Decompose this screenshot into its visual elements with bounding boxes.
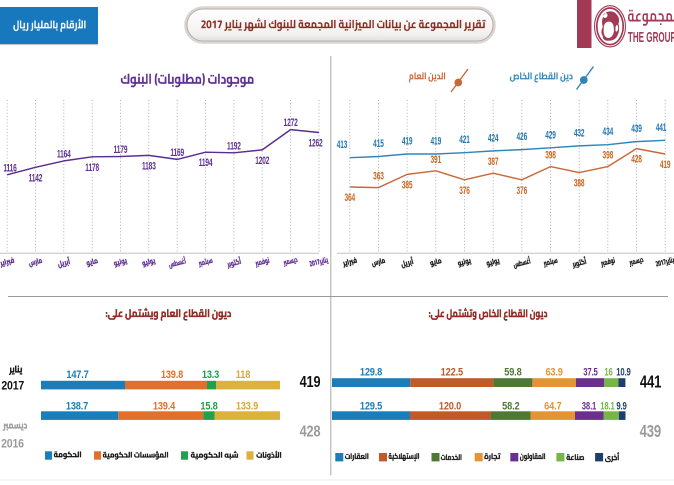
svg-text:1262: 1262	[308, 137, 322, 149]
svg-text:122.5: 122.5	[441, 367, 464, 379]
svg-text:133.9: 133.9	[236, 401, 259, 413]
svg-text:387: 387	[488, 156, 499, 168]
svg-text:2016: 2016	[1, 438, 24, 451]
svg-text:426: 426	[517, 131, 528, 143]
svg-text:439: 439	[631, 122, 642, 134]
svg-text:129.5: 129.5	[360, 401, 383, 413]
svg-text:THE GROUP: THE GROUP	[628, 29, 674, 46]
svg-text:441: 441	[640, 373, 662, 392]
svg-text:147.7: 147.7	[66, 369, 89, 381]
svg-text:428: 428	[300, 423, 321, 440]
svg-text:38.1: 38.1	[582, 400, 597, 413]
svg-text:139.8: 139.8	[161, 369, 184, 381]
svg-text:1169: 1169	[170, 146, 184, 158]
svg-text:421: 421	[459, 134, 470, 146]
svg-text:439: 439	[640, 422, 662, 441]
svg-text:1192: 1192	[227, 140, 241, 152]
svg-text:363: 363	[373, 170, 384, 182]
svg-text:16: 16	[604, 366, 612, 379]
svg-text:424: 424	[488, 132, 499, 144]
svg-text:129.8: 129.8	[360, 367, 383, 379]
svg-text:1178: 1178	[85, 161, 99, 173]
svg-text:2017: 2017	[1, 380, 24, 393]
svg-text:432: 432	[574, 127, 585, 139]
svg-text:1194: 1194	[199, 157, 213, 169]
svg-text:13.3: 13.3	[202, 369, 220, 381]
svg-text:434: 434	[603, 126, 614, 138]
svg-text:364: 364	[345, 191, 356, 203]
svg-text:120.0: 120.0	[439, 401, 462, 413]
svg-text:419: 419	[300, 374, 321, 391]
svg-text:15.8: 15.8	[200, 401, 218, 413]
svg-text:18.1: 18.1	[600, 400, 615, 413]
svg-text:429: 429	[545, 129, 556, 141]
svg-text:10.9: 10.9	[616, 366, 630, 379]
svg-text:1116: 1116	[3, 162, 17, 174]
svg-text:1142: 1142	[29, 172, 43, 184]
svg-text:428: 428	[631, 153, 642, 165]
svg-text:385: 385	[402, 179, 413, 191]
svg-text:1183: 1183	[142, 160, 156, 172]
svg-text:419: 419	[431, 135, 442, 147]
svg-text:376: 376	[517, 184, 528, 196]
svg-text:1179: 1179	[114, 143, 128, 155]
svg-text:441: 441	[656, 121, 667, 133]
svg-text:118: 118	[236, 369, 251, 381]
svg-text:139.4: 139.4	[153, 401, 176, 413]
svg-text:388: 388	[574, 177, 585, 189]
svg-text:37.5: 37.5	[583, 366, 598, 379]
svg-text:63.9: 63.9	[545, 367, 563, 379]
svg-text:398: 398	[603, 149, 614, 161]
svg-text:9.9: 9.9	[616, 400, 626, 413]
svg-text:58.2: 58.2	[502, 401, 520, 413]
svg-text:59.8: 59.8	[504, 367, 522, 379]
svg-text:415: 415	[373, 137, 384, 149]
svg-text:391: 391	[431, 153, 442, 165]
svg-text:1272: 1272	[284, 116, 298, 128]
svg-text:419: 419	[660, 158, 671, 170]
svg-text:1202: 1202	[255, 154, 269, 166]
svg-text:1164: 1164	[57, 148, 71, 160]
svg-text:138.7: 138.7	[66, 401, 89, 413]
svg-text:376: 376	[459, 184, 470, 196]
svg-text:413: 413	[337, 139, 348, 151]
svg-text:64.7: 64.7	[544, 401, 562, 413]
svg-text:398: 398	[545, 149, 556, 161]
svg-text:419: 419	[402, 135, 413, 147]
